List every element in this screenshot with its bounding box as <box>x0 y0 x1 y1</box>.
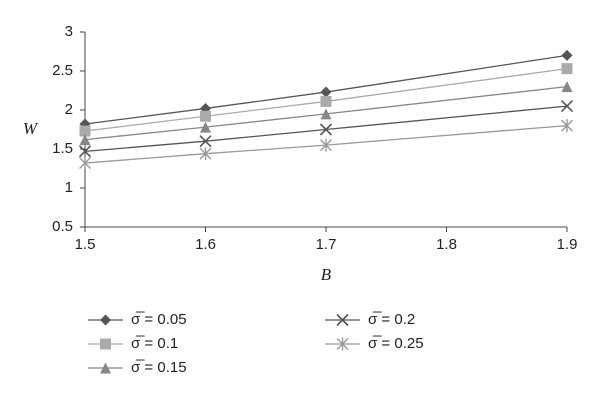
data-point <box>320 138 332 152</box>
x-tick-label: 1.6 <box>195 236 216 253</box>
data-point <box>79 125 91 137</box>
y-tick-label: 2.5 <box>52 62 73 79</box>
legend-marker <box>100 338 111 350</box>
y-tick-label: 0.5 <box>52 218 73 235</box>
data-point <box>199 135 212 148</box>
data-point <box>561 63 573 75</box>
legend-label: σ̅ = 0.15 <box>131 359 187 376</box>
y-tick-label: 1.5 <box>52 140 73 157</box>
series-line <box>84 54 568 125</box>
data-point <box>561 81 573 93</box>
x-tick-label: 1.7 <box>316 236 337 253</box>
data-point <box>199 147 212 161</box>
data-point <box>561 119 573 133</box>
x-tick-label: 1.8 <box>436 236 457 253</box>
legend-label: σ̅ = 0.05 <box>131 311 187 328</box>
legend-label: σ̅ = 0.25 <box>368 335 424 352</box>
data-point <box>320 108 332 120</box>
data-point <box>561 49 573 61</box>
x-tick-label: 1.5 <box>75 236 96 253</box>
series-line <box>84 105 568 152</box>
x-axis-label: B <box>321 265 332 284</box>
data-point <box>560 100 574 113</box>
y-tick-label: 2 <box>65 101 73 118</box>
data-point <box>78 145 92 158</box>
series-line <box>84 85 568 141</box>
y-tick-label: 1 <box>65 179 73 196</box>
data-point <box>320 86 332 98</box>
y-axis-label: W <box>23 119 39 138</box>
data-point <box>319 123 333 136</box>
legend-label: σ̅ = 0.1 <box>131 335 178 352</box>
data-point <box>200 121 211 133</box>
data-point <box>79 156 91 170</box>
legend-marker <box>100 362 111 374</box>
series-line <box>84 124 568 164</box>
legend-marker <box>336 313 349 327</box>
legend-marker <box>336 337 349 351</box>
legend-marker <box>100 314 111 326</box>
data-point <box>200 110 211 122</box>
data-point <box>79 134 91 146</box>
y-tick-label: 3 <box>65 23 73 40</box>
x-tick-label: 1.9 <box>557 236 578 253</box>
data-point <box>320 95 332 107</box>
series-line <box>84 68 568 132</box>
legend-label: σ̅ = 0.2 <box>368 311 415 328</box>
